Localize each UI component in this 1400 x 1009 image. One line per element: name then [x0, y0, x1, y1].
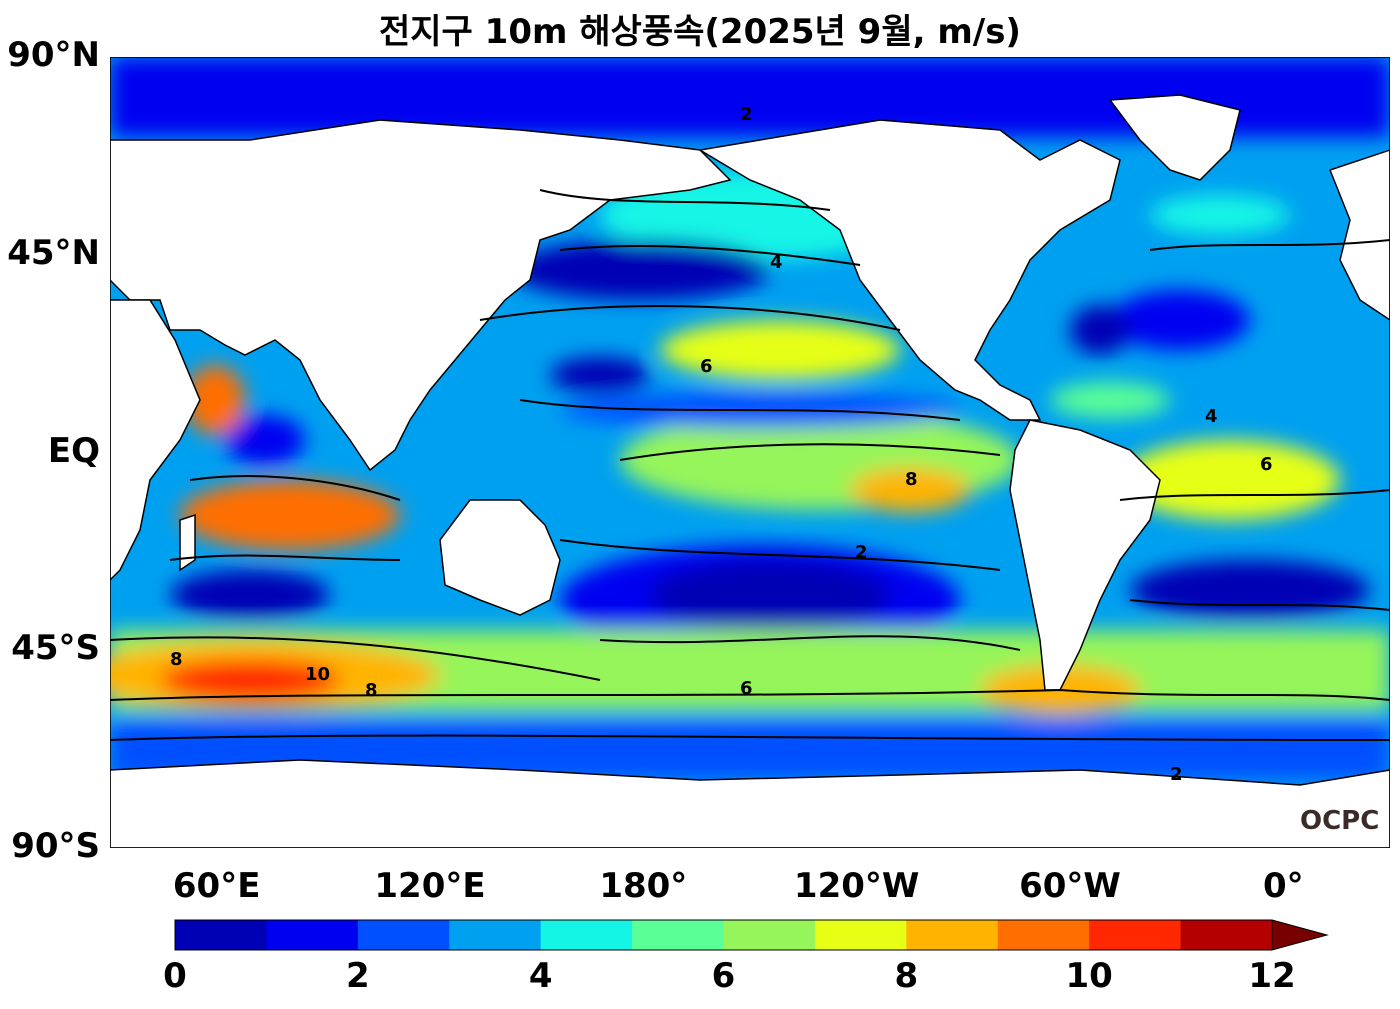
land-antarctica — [110, 759, 1390, 848]
land-masses — [110, 94, 1390, 848]
colorbar-bin — [906, 920, 999, 950]
contour-label: 4 — [770, 252, 783, 273]
land-north-america — [697, 119, 1121, 421]
colorbar-bin — [1180, 920, 1273, 950]
latitude-label: 90°N — [7, 35, 100, 75]
map-title: 전지구 10m 해상풍속(2025년 9월, m/s) — [379, 12, 1021, 52]
latitude-label: 45°N — [7, 232, 100, 273]
longitude-label: 60°W — [1019, 866, 1121, 906]
colorbar-tick-label: 6 — [711, 956, 736, 996]
contour-label: 2 — [1170, 764, 1183, 785]
contour-label: 2 — [740, 104, 753, 125]
contour-label: 10 — [305, 664, 330, 685]
latitude-label: EQ — [47, 430, 100, 471]
contour-label: 8 — [170, 649, 183, 670]
longitude-label: 180° — [599, 866, 688, 906]
contour-label: 6 — [700, 356, 713, 377]
colorbar-tick-label: 10 — [1065, 956, 1113, 996]
contour-label: 6 — [1260, 454, 1273, 475]
colorbar-tick-label: 0 — [163, 956, 187, 996]
wind-field-patches — [110, 57, 1390, 780]
contour-label: 6 — [740, 678, 753, 699]
land-europe — [1329, 149, 1390, 321]
contour-label: 4 — [1205, 406, 1218, 427]
longitude-label: 120°E — [374, 866, 486, 906]
colorbar-bin — [449, 920, 542, 950]
contour-label: 2 — [855, 542, 868, 563]
land-greenland — [1108, 94, 1241, 181]
colorbar-frame — [174, 919, 1273, 951]
longitude-label: 0° — [1262, 866, 1304, 906]
colorbar-bin — [266, 920, 359, 950]
latitude-label: 90°S — [11, 826, 100, 866]
colorbar-bin — [632, 920, 724, 950]
colorbar-bin — [814, 920, 907, 950]
land-madagascar — [179, 513, 196, 572]
land-africa — [110, 299, 201, 582]
contour-label: 8 — [365, 680, 378, 701]
land-south-america — [1009, 419, 1161, 691]
colorbar-bin — [357, 920, 450, 950]
colorbar-bin — [723, 920, 816, 950]
colorbar-tick-label: 12 — [1248, 956, 1296, 996]
contour-label-group: 2 4 6 8 10 2 4 6 8 2 6 8 — [170, 104, 1273, 785]
colorbar-bin — [1089, 920, 1182, 950]
ocpc-logo: OCPC — [1300, 806, 1380, 836]
land-australia — [439, 499, 561, 616]
colorbar-tick-label: 4 — [528, 956, 553, 996]
colorbar-bin — [540, 920, 633, 950]
contour-lines — [110, 189, 1390, 741]
colorbar-tick-label: 2 — [345, 956, 370, 996]
colorbar — [174, 919, 1329, 951]
longitude-label: 120°W — [793, 866, 920, 906]
colorbar-tick-label: 8 — [894, 956, 919, 996]
colorbar-bin — [997, 920, 1090, 950]
latitude-label: 45°S — [11, 628, 100, 669]
contour-label: 8 — [905, 469, 918, 490]
colorbar-extend-arrow — [1271, 919, 1329, 951]
colorbar-bin — [175, 920, 267, 950]
longitude-label: 60°E — [172, 866, 261, 906]
